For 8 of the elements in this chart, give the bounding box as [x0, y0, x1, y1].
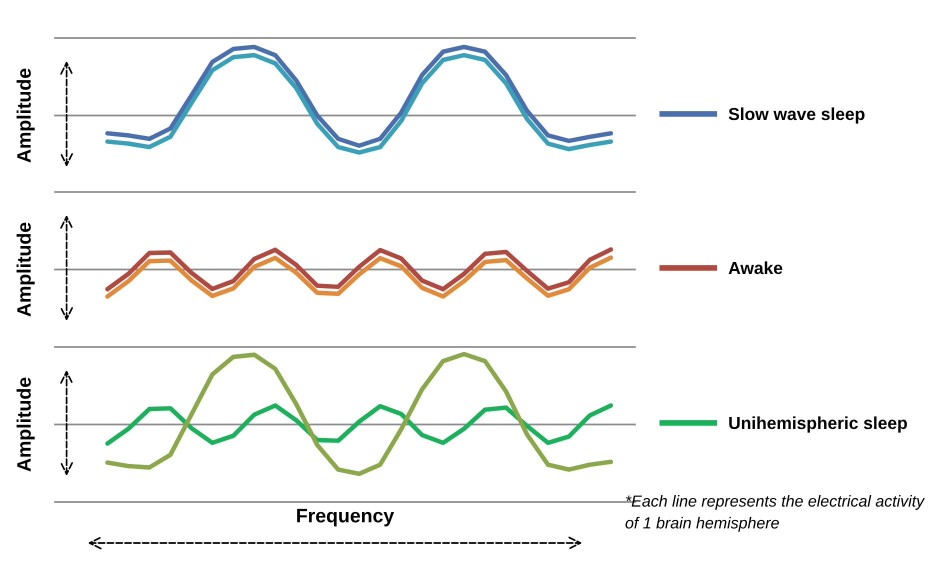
x-axis-title: Frequency	[297, 508, 394, 526]
legend-label: Slow wave sleep	[728, 107, 865, 124]
y-axis-title: Amplitude	[16, 68, 35, 163]
legend-label: Unihemispheric sleep	[729, 416, 907, 433]
legend-label: Awake	[728, 261, 782, 274]
y-axis-title: Amplitude	[16, 222, 35, 317]
text: *Each line represents the electrical activity of 1 brain hemisphere	[626, 495, 925, 532]
y-axis-title: Amplitude	[16, 378, 35, 472]
